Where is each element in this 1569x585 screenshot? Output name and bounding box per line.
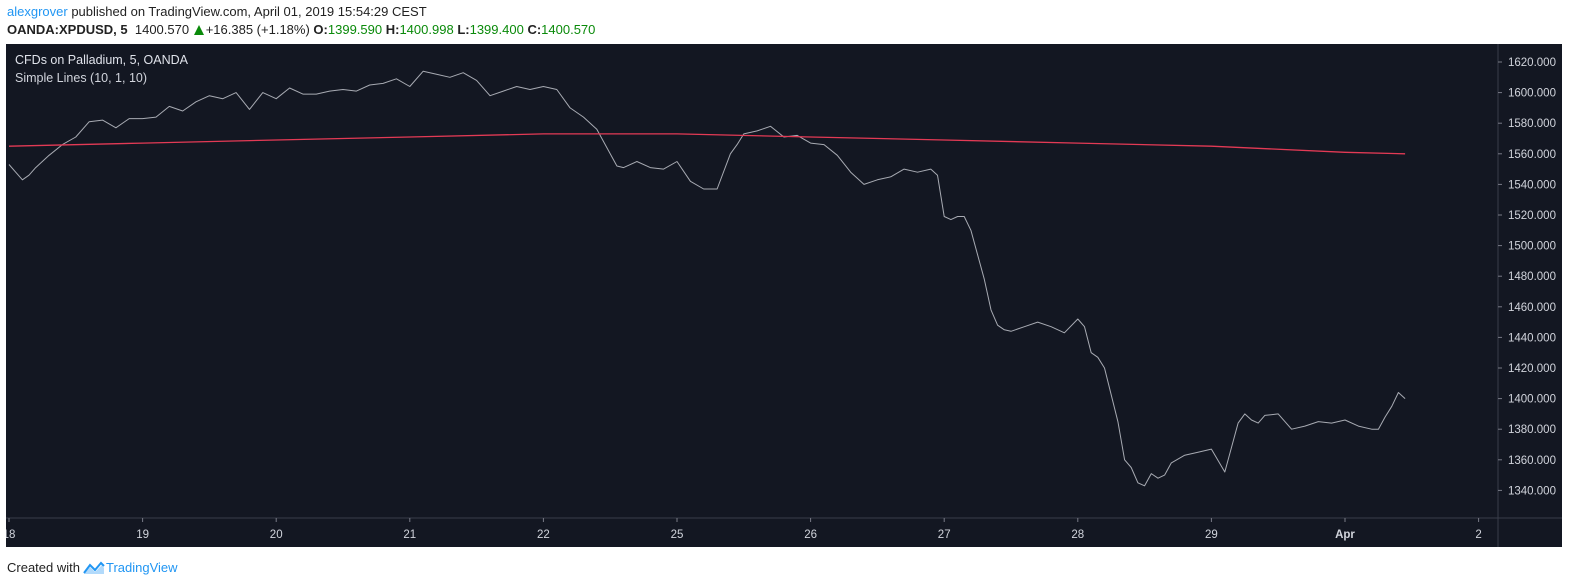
x-tick-label: 29 — [1205, 529, 1218, 541]
x-tick-label: Apr — [1335, 529, 1355, 541]
x-tick-label: 20 — [270, 529, 283, 541]
last-price: 1400.570 — [134, 22, 190, 37]
high-value: 1400.998 — [399, 22, 454, 37]
tradingview-link[interactable]: TradingView — [105, 560, 178, 575]
price-series-line — [8, 70, 1406, 487]
x-tick-label: 2 — [1475, 529, 1481, 541]
y-tick-label: 1340.000 — [1508, 485, 1556, 497]
y-tick-label: 1400.000 — [1508, 394, 1556, 406]
x-tick-label: 27 — [938, 529, 951, 541]
x-tick-label: 21 — [403, 529, 416, 541]
y-tick-label: 1620.000 — [1508, 57, 1556, 69]
low-label: L: — [457, 22, 470, 37]
x-tick-label: 18 — [6, 529, 15, 541]
open-value: 1399.590 — [327, 22, 383, 37]
x-tick-label: 28 — [1071, 529, 1084, 541]
indicator-label[interactable]: Simple Lines (10, 1, 10) — [15, 71, 148, 85]
y-tick-label: 1540.000 — [1508, 179, 1556, 191]
published-text: published on TradingView.com, April 01, … — [71, 4, 427, 19]
publication-line: alexgrover published on TradingView.com,… — [7, 4, 427, 19]
close-value: 1400.570 — [541, 22, 596, 37]
x-tick-label: 19 — [136, 529, 149, 541]
tradingview-logo-icon — [83, 561, 105, 574]
x-tick-label: 26 — [804, 529, 817, 541]
low-value: 1399.400 — [469, 22, 524, 37]
y-tick-label: 1380.000 — [1508, 424, 1556, 436]
x-tick-label: 25 — [671, 529, 684, 541]
footer: Created with TradingView — [7, 560, 178, 575]
y-tick-label: 1580.000 — [1508, 118, 1556, 130]
price-change: +16.385 (+1.18%) — [205, 22, 310, 37]
high-label: H: — [385, 22, 400, 37]
open-label: O: — [313, 22, 328, 37]
x-tick-label: 22 — [537, 529, 550, 541]
y-tick-label: 1360.000 — [1508, 455, 1556, 467]
y-tick-label: 1440.000 — [1508, 332, 1556, 344]
up-arrow-icon — [193, 25, 204, 35]
symbol-label: OANDA:XPDUSD, 5 — [7, 22, 128, 37]
y-tick-label: 1480.000 — [1508, 271, 1556, 283]
close-label: C: — [527, 22, 542, 37]
y-tick-label: 1560.000 — [1508, 149, 1556, 161]
y-tick-label: 1600.000 — [1508, 88, 1556, 100]
chart-title: CFDs on Palladium, 5, OANDA — [15, 53, 188, 67]
chart-panel[interactable]: 1620.000 1600.000 1580.000 1560.000 1540.000… — [6, 44, 1562, 547]
created-with-text: Created with — [7, 560, 80, 575]
y-tick-label: 1420.000 — [1508, 363, 1556, 375]
y-tick-label: 1520.000 — [1508, 210, 1556, 222]
quote-line: OANDA:XPDUSD, 5 1400.570 +16.385 (+1.18%… — [7, 22, 595, 37]
y-tick-label: 1460.000 — [1508, 302, 1556, 314]
y-tick-label: 1500.000 — [1508, 241, 1556, 253]
indicator-series-line — [8, 133, 1406, 155]
price-chart[interactable]: 1620.000 1600.000 1580.000 1560.000 1540.000… — [6, 44, 1562, 547]
author-link[interactable]: alexgrover — [7, 4, 68, 19]
